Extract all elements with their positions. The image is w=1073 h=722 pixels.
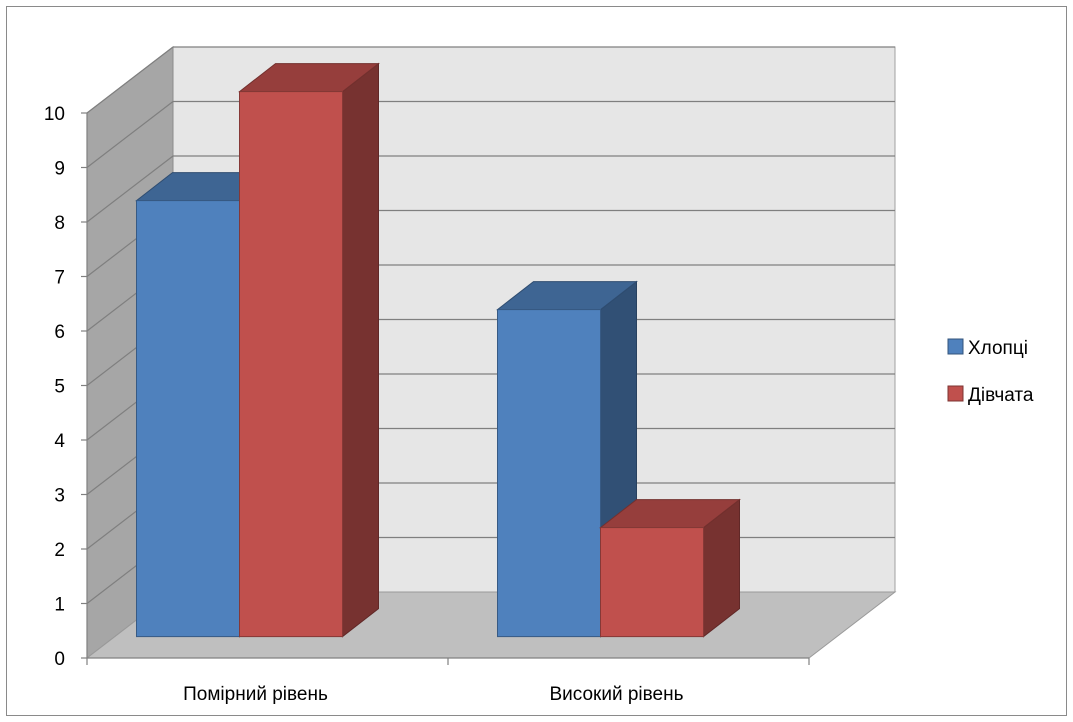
- legend-label: Дівчата: [968, 385, 1034, 406]
- gridline-side: [86, 101, 174, 168]
- y-tick-label: 7: [54, 268, 65, 289]
- y-tick-label: 10: [44, 104, 65, 125]
- y-tick-label: 0: [54, 649, 65, 670]
- x-category-label: Високий рівень: [549, 684, 683, 705]
- y-tick-label: 3: [54, 486, 65, 507]
- bar-side: [342, 62, 379, 638]
- y-tick-label: 2: [54, 540, 65, 561]
- x-category-label: Помірний рівень: [183, 684, 328, 705]
- bar-girls-high: [599, 498, 741, 638]
- bar-front: [239, 91, 343, 638]
- y-tick-labels: 0 1 2 3 4 5 6 7 8 9 10: [44, 104, 66, 670]
- legend-label: Хлопці: [968, 338, 1028, 359]
- bar-front: [136, 200, 240, 638]
- gridline-side: [86, 155, 174, 223]
- y-tick-label: 4: [54, 431, 65, 452]
- legend: Хлопці Дівчата: [947, 338, 1034, 406]
- bar-girls-moderate: [238, 62, 380, 638]
- y-tick-label: 1: [54, 595, 65, 616]
- x-tick-labels: Помірний рівень Високий рівень: [183, 684, 683, 705]
- y-tick-label: 5: [54, 377, 65, 398]
- gridline-side: [86, 46, 174, 114]
- bar-front: [497, 309, 601, 638]
- axes: [81, 112, 810, 665]
- y-tick-label: 6: [54, 322, 65, 343]
- bars: [135, 62, 741, 638]
- legend-swatch: [947, 385, 964, 402]
- y-tick-label: 9: [54, 159, 65, 180]
- bar-front: [600, 527, 704, 638]
- y-tick-label: 8: [54, 213, 65, 234]
- legend-swatch: [947, 338, 964, 355]
